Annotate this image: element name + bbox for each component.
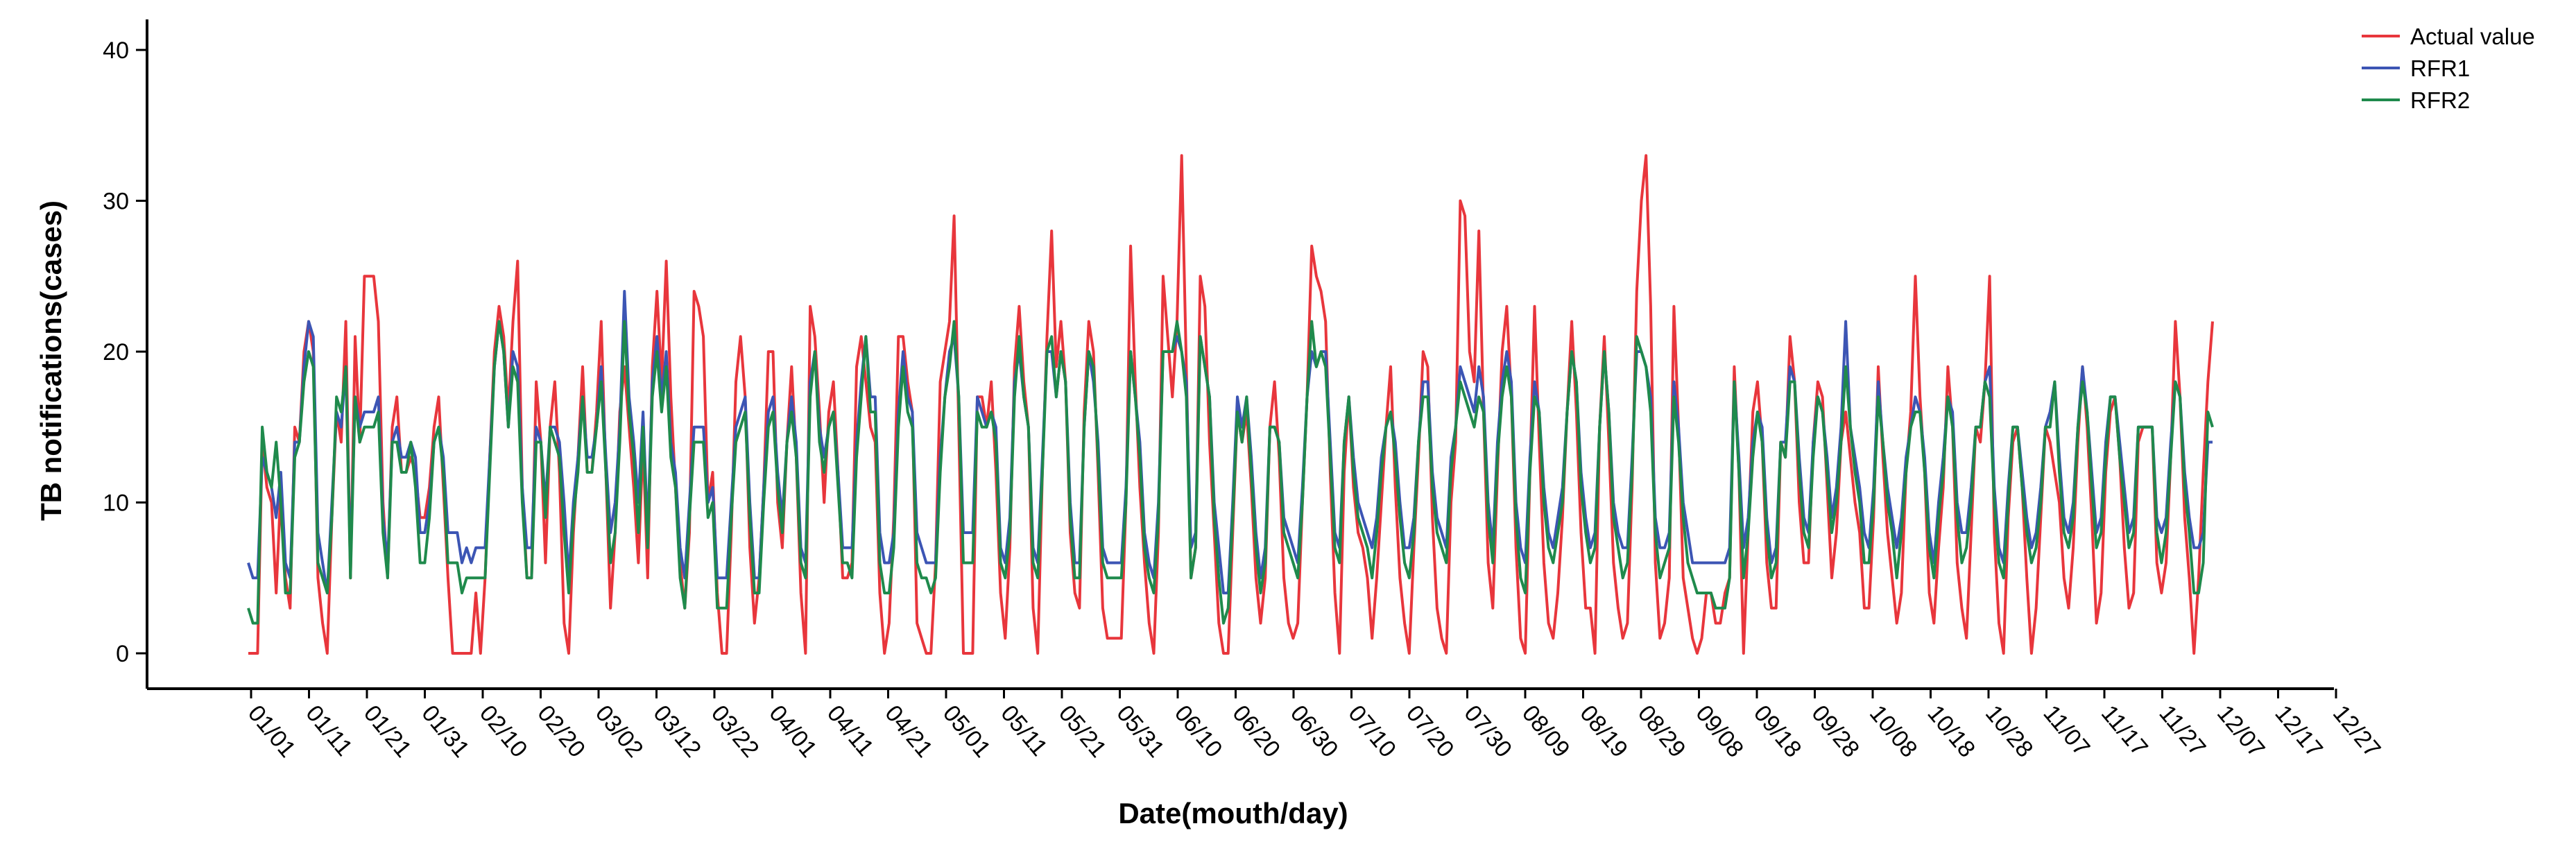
x-tick-label: 01/31	[416, 700, 474, 763]
x-tick-label: 05/01	[938, 700, 996, 763]
x-tick-label: 03/02	[590, 700, 649, 763]
x-tick-label: 01/21	[359, 700, 417, 763]
y-tick-label: 30	[103, 189, 129, 215]
y-tick-label: 0	[116, 641, 129, 667]
series-lines	[247, 154, 2214, 655]
x-tick-label: 08/19	[1574, 700, 1633, 763]
x-tick-label: 02/20	[532, 700, 590, 763]
axes: 0 10 20 30 40 01/01 01/11 01/21 01/31 02/10 02/20…	[103, 19, 2386, 762]
legend-label: Actual value	[2410, 24, 2535, 49]
x-tick-label: 06/20	[1227, 700, 1285, 763]
x-tick-label: 06/30	[1285, 700, 1343, 763]
y-tick-label: 40	[103, 37, 129, 64]
x-tick-label: 09/08	[1690, 700, 1749, 763]
legend-label: RFR2	[2410, 87, 2470, 113]
x-tick-label: 03/12	[648, 700, 706, 763]
legend: Actual value RFR1 RFR2	[2362, 24, 2535, 113]
x-tick-label: 01/01	[243, 700, 301, 763]
y-axis-ticks: 0 10 20 30 40	[103, 37, 147, 667]
x-tick-label: 11/07	[2038, 700, 2095, 762]
x-tick-label: 02/10	[474, 700, 533, 763]
x-tick-label: 04/01	[764, 700, 822, 763]
x-tick-label: 04/11	[822, 700, 879, 762]
x-tick-label: 05/31	[1111, 700, 1169, 763]
x-tick-label: 01/11	[300, 700, 357, 762]
x-tick-label: 07/30	[1459, 700, 1517, 763]
x-tick-label: 12/27	[2328, 700, 2386, 763]
x-tick-label: 03/22	[706, 700, 764, 763]
x-tick-label: 10/08	[1864, 700, 1923, 763]
x-tick-label: 04/21	[879, 700, 938, 763]
x-tick-label: 10/28	[1980, 700, 2038, 763]
x-tick-label: 12/07	[2212, 700, 2270, 763]
x-tick-label: 10/18	[1922, 700, 1980, 763]
series-line-rfr2	[247, 320, 2214, 625]
x-axis-title: Date(mouth/day)	[1118, 797, 1348, 829]
y-axis-title: TB notifications(cases)	[35, 200, 67, 521]
x-tick-label: 06/10	[1169, 700, 1228, 763]
legend-item: RFR2	[2362, 87, 2470, 113]
x-tick-label: 07/10	[1343, 700, 1401, 763]
legend-item: RFR1	[2362, 55, 2470, 81]
x-tick-label: 09/18	[1749, 700, 1807, 763]
legend-label: RFR1	[2410, 55, 2470, 81]
x-axis-ticks: 01/01 01/11 01/21 01/31 02/10 02/20 03/02 03/12…	[243, 689, 2386, 762]
x-tick-label: 12/17	[2269, 700, 2328, 763]
x-tick-label: 05/11	[995, 700, 1052, 762]
x-tick-label: 07/20	[1401, 700, 1459, 763]
x-tick-label: 09/28	[1806, 700, 1864, 763]
x-tick-label: 11/17	[2096, 700, 2153, 762]
x-tick-label: 08/29	[1633, 700, 1691, 763]
x-tick-label: 08/09	[1517, 700, 1575, 763]
legend-item: Actual value	[2362, 24, 2535, 49]
y-tick-label: 20	[103, 339, 129, 366]
x-tick-label: 05/21	[1054, 700, 1112, 763]
y-tick-label: 10	[103, 490, 129, 517]
x-tick-label: 11/27	[2154, 700, 2210, 762]
